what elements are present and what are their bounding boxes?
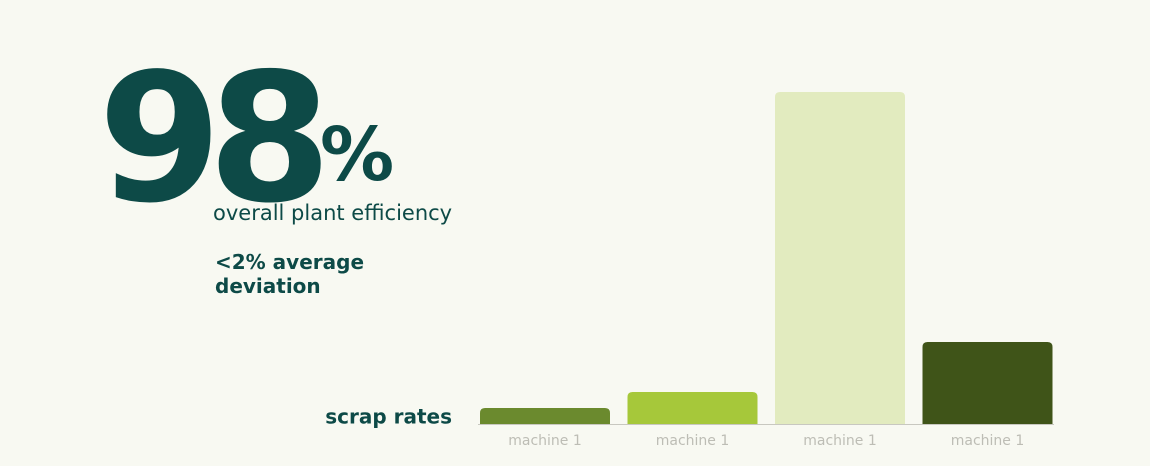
x-tick-label: machine 1 bbox=[656, 433, 730, 449]
bar bbox=[922, 342, 1053, 424]
bar bbox=[627, 392, 758, 424]
x-tick-label: machine 1 bbox=[803, 433, 877, 449]
x-tick-label: machine 1 bbox=[951, 433, 1025, 449]
kpi-note: <2% average deviation bbox=[215, 250, 365, 298]
kpi-caption: overall plant efficiency bbox=[213, 201, 453, 225]
x-tick-label: machine 1 bbox=[508, 433, 582, 449]
chart-title: scrap rates bbox=[325, 405, 452, 429]
bar bbox=[480, 408, 610, 424]
kpi-value: 98 bbox=[98, 35, 332, 242]
kpi-unit: % bbox=[320, 112, 395, 198]
bar bbox=[775, 92, 905, 424]
